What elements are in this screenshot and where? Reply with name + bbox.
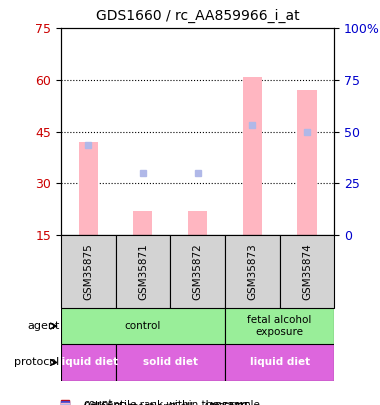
- FancyBboxPatch shape: [116, 344, 225, 381]
- FancyBboxPatch shape: [61, 344, 116, 381]
- Text: GSM35872: GSM35872: [193, 243, 203, 300]
- Text: GSM35874: GSM35874: [302, 243, 312, 300]
- FancyBboxPatch shape: [61, 235, 116, 308]
- Text: agent: agent: [27, 321, 60, 331]
- FancyBboxPatch shape: [225, 344, 334, 381]
- Bar: [79, 142, 98, 235]
- FancyBboxPatch shape: [225, 308, 334, 344]
- Text: GSM35871: GSM35871: [138, 243, 148, 300]
- Text: rank, Detection Call = ABSENT: rank, Detection Call = ABSENT: [84, 403, 244, 405]
- Bar: [298, 90, 317, 235]
- Text: liquid diet: liquid diet: [58, 358, 118, 367]
- Text: count: count: [84, 399, 113, 405]
- Text: value, Detection Call = ABSENT: value, Detection Call = ABSENT: [84, 402, 249, 405]
- Text: percentile rank within the sample: percentile rank within the sample: [84, 400, 260, 405]
- Text: solid diet: solid diet: [143, 358, 198, 367]
- FancyBboxPatch shape: [116, 235, 170, 308]
- Text: GSM35875: GSM35875: [83, 243, 93, 300]
- Text: protocol: protocol: [14, 358, 60, 367]
- Text: fetal alcohol
exposure: fetal alcohol exposure: [247, 315, 312, 337]
- Title: GDS1660 / rc_AA859966_i_at: GDS1660 / rc_AA859966_i_at: [96, 9, 299, 23]
- Bar: [243, 77, 262, 235]
- FancyBboxPatch shape: [61, 308, 225, 344]
- Bar: [188, 211, 207, 235]
- FancyBboxPatch shape: [280, 235, 334, 308]
- FancyBboxPatch shape: [225, 235, 280, 308]
- Bar: [133, 211, 152, 235]
- Text: GSM35873: GSM35873: [247, 243, 257, 300]
- Text: control: control: [125, 321, 161, 331]
- FancyBboxPatch shape: [170, 235, 225, 308]
- Text: liquid diet: liquid diet: [250, 358, 310, 367]
